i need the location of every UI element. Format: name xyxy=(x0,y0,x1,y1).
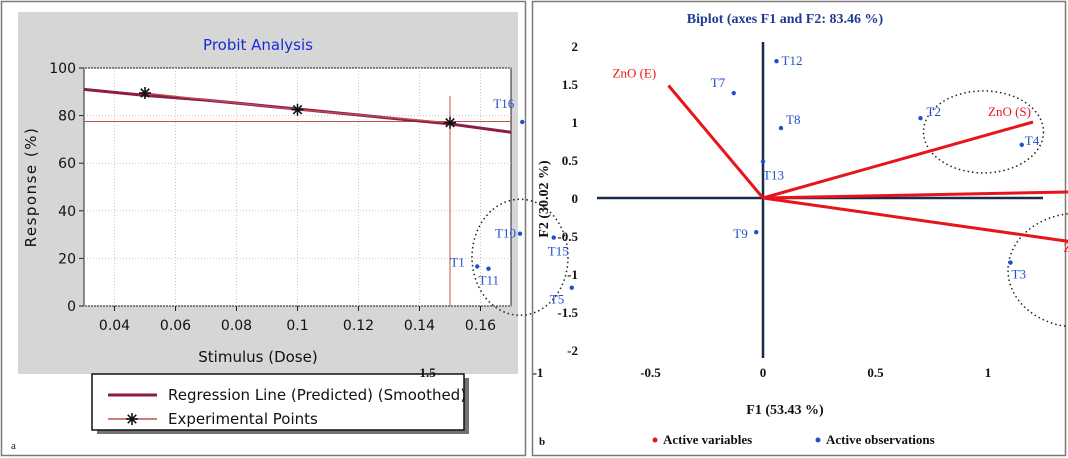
panel-a-label: a xyxy=(11,440,16,452)
probit-x-tick-label: 0.16 xyxy=(465,318,496,334)
biplot-observation-point xyxy=(918,116,923,121)
biplot-x-tick-label: 1 xyxy=(985,365,992,380)
biplot-observation-point xyxy=(569,285,574,290)
biplot-observation-label: T3 xyxy=(1012,267,1026,282)
biplot-y-tick-label: 1.5 xyxy=(562,77,579,92)
probit-x-tick-label: 0.04 xyxy=(99,318,130,334)
legend-experimental-marker xyxy=(126,413,138,425)
probit-y-tick-label: 40 xyxy=(58,204,76,220)
biplot-x-tick-label: -0.5 xyxy=(640,365,661,380)
probit-x-tick-label: 0.08 xyxy=(221,318,252,334)
probit-x-tick-label: 0.1 xyxy=(286,318,308,334)
biplot-observation-label: T1 xyxy=(450,254,464,269)
probit-y-axis-label: Response (%) xyxy=(22,127,40,248)
biplot-observation-label: T13 xyxy=(763,168,784,183)
panel-b-label: b xyxy=(539,436,545,448)
probit-legend xyxy=(91,373,465,431)
biplot-observation-label: T15 xyxy=(548,244,569,259)
biplot-y-tick-label: -2 xyxy=(567,343,578,358)
biplot-observation-point xyxy=(520,119,525,125)
biplot-observation-point xyxy=(778,125,784,131)
probit-y-tick-label: 80 xyxy=(58,109,76,125)
biplot-observation-label: T5 xyxy=(550,292,564,307)
biplot-observation-label: T4 xyxy=(1025,133,1040,148)
biplot-observation-point xyxy=(754,230,759,235)
probit-experimental-point xyxy=(444,116,456,129)
probit-experimental-point xyxy=(291,103,304,116)
probit-x-tick-label: 0.14 xyxy=(404,318,435,334)
legend-experimental-label: Experimental Points xyxy=(168,410,318,428)
biplot-x-tick-label: 0.5 xyxy=(867,365,884,380)
probit-y-tick-label: 60 xyxy=(58,156,76,172)
biplot-variable-vector xyxy=(667,84,765,199)
biplot-y-tick-label: 2 xyxy=(572,39,579,54)
legend-observations-label: Active observations xyxy=(826,432,935,447)
biplot-y-tick-label: -1 xyxy=(567,267,578,282)
biplot-y-tick-label: -1.5 xyxy=(557,305,578,320)
legend-observations-marker xyxy=(815,437,821,443)
biplot-x-tick-label: 0 xyxy=(760,365,767,380)
biplot-observation-point xyxy=(486,266,491,271)
biplot-observation-label: T2 xyxy=(927,104,941,119)
biplot-observation-point xyxy=(551,235,556,240)
biplot-x-tick-label: -1 xyxy=(533,365,544,380)
biplot-observation-point xyxy=(475,264,480,269)
biplot-observation-label: T10 xyxy=(495,226,516,241)
legend-regression-label: Regression Line (Predicted) (Smoothed) xyxy=(168,386,466,404)
biplot-y-axis-label: F2 (30.02 %) xyxy=(537,160,552,238)
biplot-x-tick-label: -1.5 xyxy=(415,365,436,380)
biplot-observation-label: T8 xyxy=(786,112,800,127)
biplot-observation-label: T7 xyxy=(711,75,726,90)
probit-experimental-point xyxy=(139,86,151,99)
biplot-variable-vector xyxy=(762,120,1034,200)
biplot-variable-vector xyxy=(762,190,1068,200)
probit-x-tick-label: 0.12 xyxy=(343,318,374,334)
biplot-observation-point xyxy=(1019,142,1024,147)
biplot-x-axis-label: F1 (53.43 %) xyxy=(746,403,824,418)
legend-variables-marker xyxy=(652,437,658,443)
biplot-title: Biplot (axes F1 and F2: 83.46 %) xyxy=(687,12,884,27)
legend-variables-label: Active variables xyxy=(663,432,752,447)
probit-y-tick-label: 20 xyxy=(58,251,76,267)
probit-x-axis-label: Stimulus (Dose) xyxy=(198,348,317,366)
biplot-y-tick-label: 0 xyxy=(572,191,579,206)
biplot-observation-point xyxy=(517,231,523,236)
biplot-observation-point xyxy=(774,59,779,64)
biplot-observation-label: T12 xyxy=(782,53,803,68)
legend-star-glyph xyxy=(126,413,138,425)
biplot-y-tick-label: 0.5 xyxy=(562,153,579,168)
biplot-observation-point xyxy=(1008,260,1013,265)
probit-y-tick-label: 100 xyxy=(49,61,76,77)
biplot-variable-label: ZnCO₃(E) xyxy=(1064,240,1068,255)
biplot-cluster-ellipse xyxy=(922,90,1045,174)
biplot-observation-label: T16 xyxy=(493,96,514,111)
biplot-observation-point xyxy=(760,159,766,164)
probit-y-tick-label: 0 xyxy=(67,299,76,315)
biplot-observation-point xyxy=(731,90,736,96)
biplot-observation-label: T9 xyxy=(733,226,747,241)
biplot-observation-label: T11 xyxy=(479,273,499,288)
probit-title: Probit Analysis xyxy=(203,36,313,54)
biplot-variable-vector xyxy=(762,196,1068,243)
biplot-variable-label: ZnO (E) xyxy=(613,66,657,81)
biplot-y-tick-label: 1 xyxy=(572,115,579,130)
biplot-variable-label: ZnO (S) xyxy=(988,104,1031,119)
biplot-y-tick-label: -0.5 xyxy=(557,229,578,244)
biplot-cluster-ellipse xyxy=(471,198,569,317)
probit-x-tick-label: 0.06 xyxy=(160,318,191,334)
